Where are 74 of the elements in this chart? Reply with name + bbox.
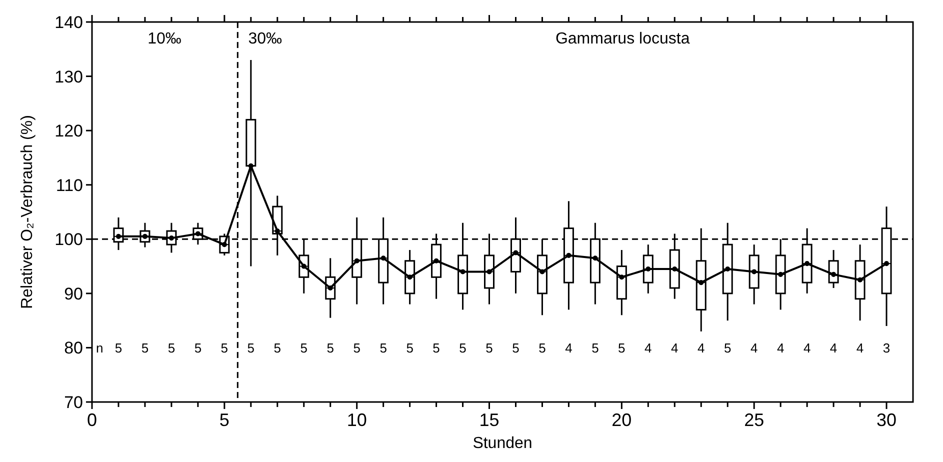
annotation: 5 [114,340,122,356]
annotation: 4 [856,340,864,356]
point [646,266,651,272]
point [407,274,412,280]
x-tick-label: 20 [612,410,632,430]
annotation: 5 [274,340,282,356]
annotation: 5 [220,340,228,356]
x-tick-label: 10 [346,410,367,430]
point [778,272,784,277]
x-tick-label: 0 [86,410,98,430]
annotation: 4 [776,340,784,356]
annotation: 5 [512,340,520,356]
point [434,258,439,264]
annotation: 4 [750,340,758,356]
x-tick-label: 30 [876,410,897,430]
annotation: 5 [538,340,546,356]
point [513,250,518,256]
annotation: 5 [459,340,466,356]
annotation: 3 [882,340,890,356]
point [619,274,624,280]
annotation: 5 [353,340,360,356]
point [460,269,466,274]
annotation: 4 [565,340,572,356]
annotation: 5 [432,340,440,356]
y-tick-label: 120 [54,122,83,141]
annotation: Gammarus locusta [555,30,690,48]
annotation: 5 [194,340,202,356]
point [831,272,836,277]
y-tick-label: 140 [54,13,83,32]
x-tick-label: 5 [219,410,230,430]
annotation: 5 [300,340,308,356]
annotation: 4 [803,340,811,356]
x-tick-label: 15 [479,410,500,430]
point [354,258,360,264]
y-tick-label: 110 [56,176,83,195]
x-tick-label: 25 [744,410,764,430]
y-tick-label: 80 [64,338,83,358]
point [672,266,678,272]
annotation: 5 [326,340,334,356]
annotation: 5 [486,340,493,356]
annotation: 4 [671,340,678,356]
annotation: 4 [644,340,652,356]
point [884,261,890,266]
point [752,269,757,274]
point [248,163,254,168]
y-tick-label: 70 [64,393,83,412]
annotation: 5 [592,340,599,356]
annotation: 5 [141,340,149,356]
annotation: 5 [247,340,255,356]
point [486,269,492,274]
point [804,261,810,266]
annotation: 30‰ [248,30,282,48]
annotation: 4 [698,340,705,356]
point [566,252,572,258]
y-tick-label: 90 [64,284,83,304]
y-tick-label: 130 [54,67,83,86]
point [698,280,704,286]
point [592,256,598,261]
annotation: 5 [724,340,732,356]
point [380,256,386,261]
annotation: 5 [406,340,414,356]
annotation: 10‰ [148,30,182,48]
y-axis-title: Relativer O₂-Verbrauch (%) [19,115,36,309]
annotation: 5 [380,340,387,356]
point [725,266,730,272]
annotation: 4 [830,340,838,356]
point [301,264,306,269]
annotation: n [96,340,104,356]
annotation: 5 [618,340,626,356]
y-tick-label: 100 [54,230,83,250]
point [858,277,863,282]
point [540,269,545,274]
annotation: 5 [168,340,176,356]
x-axis-title: Stunden [472,435,532,452]
